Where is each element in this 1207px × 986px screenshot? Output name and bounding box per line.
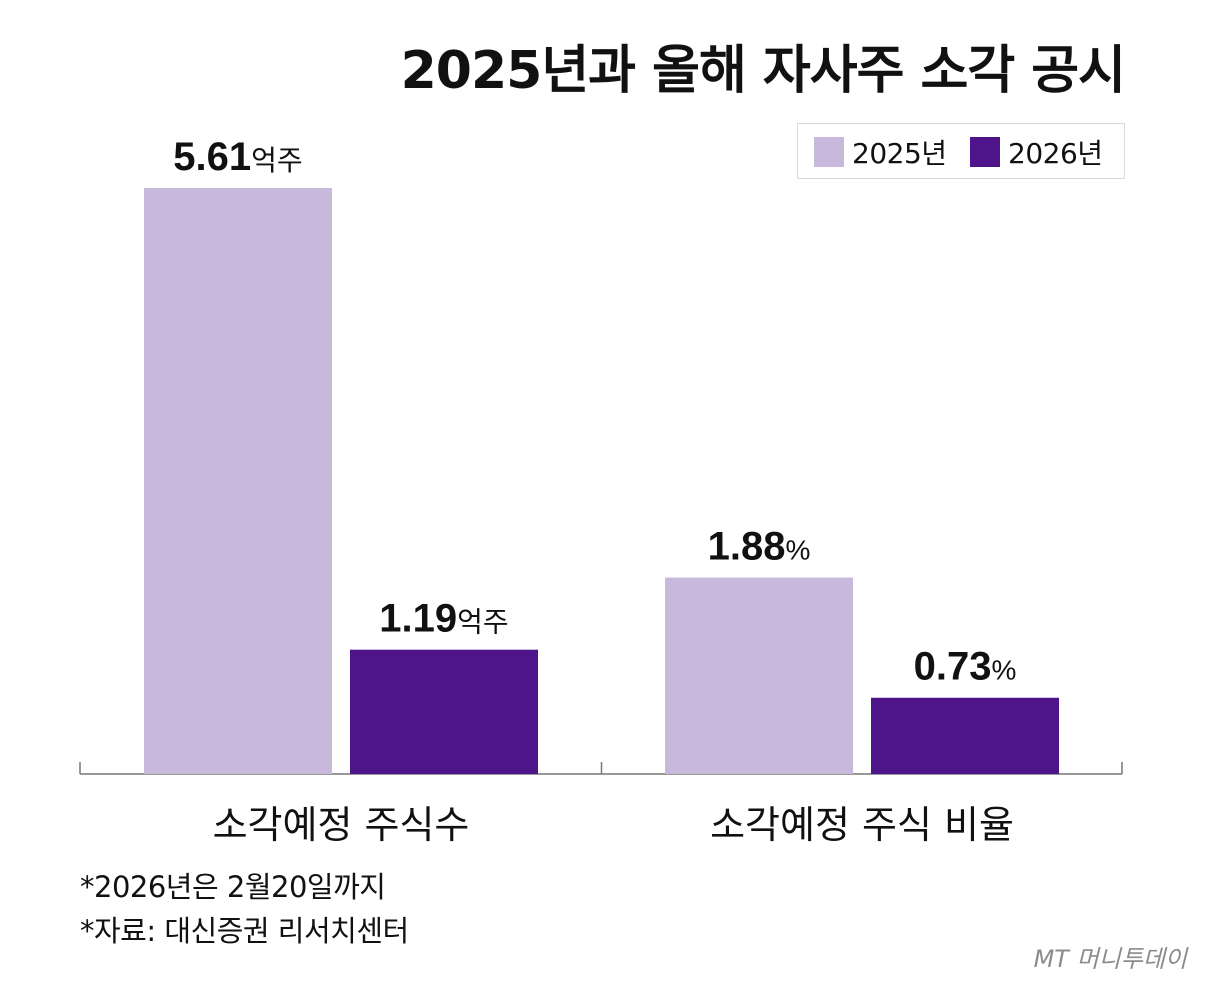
publisher-logo: MT 머니투데이 xyxy=(1033,945,1187,973)
footnote-date: *2026년은 2월20일까지 xyxy=(80,870,386,904)
data-label-2025-0: 5.61억주 xyxy=(173,135,302,179)
legend-swatch-2026 xyxy=(970,137,1000,167)
data-label-unit: 억주 xyxy=(251,145,303,176)
bar-2025-1 xyxy=(665,577,853,774)
legend-item-2025: 2025년 xyxy=(814,136,947,170)
data-label-2026-1: 0.73% xyxy=(914,645,1017,689)
data-label-unit: % xyxy=(991,655,1016,686)
legend: 2025년 2026년 xyxy=(797,123,1125,179)
chart-title: 2025년과 올해 자사주 소각 공시 xyxy=(400,41,1126,101)
data-label-value: 1.19 xyxy=(379,597,457,641)
category-label-0: 소각예정 주식수 xyxy=(213,803,470,847)
footnote-source: *자료: 대신증권 리서치센터 xyxy=(80,914,409,948)
data-label-value: 5.61 xyxy=(173,135,251,179)
data-label-2025-1: 1.88% xyxy=(708,525,811,569)
legend-label-2026: 2026년 xyxy=(1008,137,1103,170)
legend-item-2026: 2026년 xyxy=(970,136,1103,170)
legend-label-2025: 2025년 xyxy=(852,137,947,170)
bar-2026-1 xyxy=(871,697,1059,774)
data-label-unit: 억주 xyxy=(457,607,509,638)
legend-swatch-2025 xyxy=(814,137,844,167)
data-label-2026-0: 1.19억주 xyxy=(379,597,508,641)
data-label-unit: % xyxy=(785,535,810,566)
data-label-value: 1.88 xyxy=(708,525,786,569)
bar-2026-0 xyxy=(350,649,538,774)
bar-2025-0 xyxy=(144,188,332,774)
data-label-value: 0.73 xyxy=(914,645,992,689)
category-label-1: 소각예정 주식 비율 xyxy=(710,803,1014,847)
